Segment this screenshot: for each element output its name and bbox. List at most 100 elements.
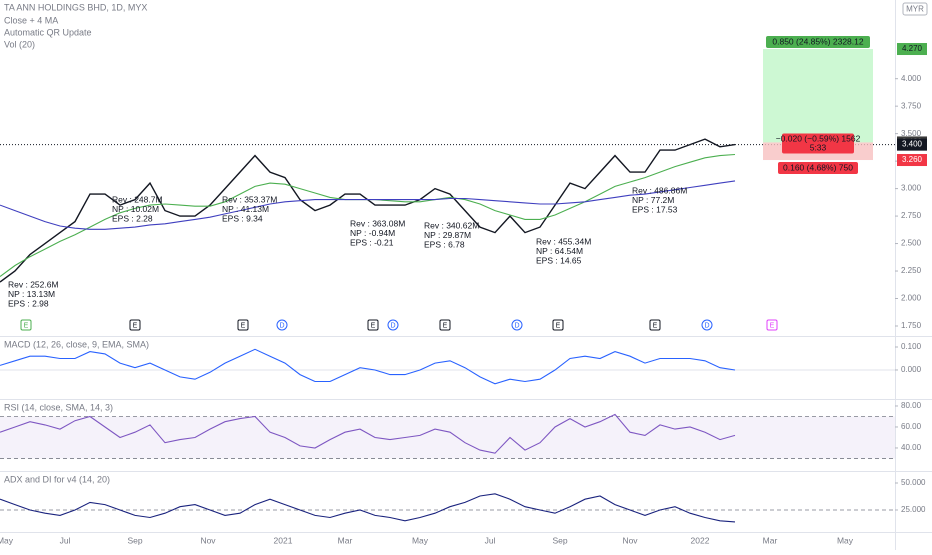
x-axis-label: Nov <box>622 535 638 545</box>
indicator-label: Vol (20) <box>4 39 35 49</box>
dividend-marker <box>701 319 713 331</box>
entry-sub: 5:33 <box>810 143 827 153</box>
last-price-tag <box>897 138 927 151</box>
x-axis-label: 2022 <box>691 535 710 545</box>
x-axis-label: Mar <box>338 535 353 545</box>
pane-title: RSI (14, close, SMA, 14, 3) <box>4 402 113 412</box>
earnings-marker <box>237 319 249 331</box>
event-label: D <box>390 322 395 329</box>
earnings-marker <box>552 319 564 331</box>
earnings-marker <box>649 319 661 331</box>
y-tick-label: 2.250 <box>901 266 922 275</box>
x-axis-label: May <box>412 535 429 545</box>
earnings-marker <box>20 319 32 331</box>
y-tick-label: 40.00 <box>901 443 922 452</box>
stop-text: 0.160 (4.68%) 750 <box>783 162 853 172</box>
y-tick-label: 0.100 <box>901 342 922 351</box>
earnings-note: EPS : 14.65 <box>536 255 582 265</box>
event-label: D <box>514 322 519 329</box>
earnings-marker <box>439 319 451 331</box>
earnings-note: NP : 41.13M <box>222 204 269 214</box>
last-price-label: 3.400 <box>902 140 923 149</box>
earnings-note: EPS : 2.98 <box>8 298 49 308</box>
pane-title: ADX and DI for v4 (14, 20) <box>4 474 110 484</box>
event-label: E <box>24 322 29 329</box>
entry-text: −0.020 (−0.59%) 1562 <box>776 134 861 144</box>
target-badge <box>766 36 870 49</box>
x-axis-label: Jul <box>485 535 496 545</box>
x-axis-label: Nov <box>200 535 216 545</box>
y-tick-label: 1.750 <box>901 321 922 330</box>
earnings-marker <box>129 319 141 331</box>
event-label: E <box>371 322 376 329</box>
earnings-note: EPS : 9.34 <box>222 213 263 223</box>
indicator-label: Automatic QR Update <box>4 27 92 37</box>
currency-badge[interactable] <box>902 2 928 16</box>
event-label: E <box>770 322 775 329</box>
y-tick-label: 50.000 <box>901 478 926 487</box>
earnings-note: EPS : -0.21 <box>350 237 394 247</box>
earnings-marker <box>367 319 379 331</box>
earnings-note: Rev : 340.62M <box>424 220 479 230</box>
earnings-note: NP : 13.13M <box>8 289 55 299</box>
y-tick-label: 3.500 <box>901 129 922 138</box>
y-tick-label: 2.000 <box>901 294 922 303</box>
earnings-note: Rev : 486.86M <box>632 185 687 195</box>
series-line <box>0 493 736 523</box>
x-axis-label: Mar <box>763 535 778 545</box>
dividend-marker <box>276 319 288 331</box>
x-axis-label: Sep <box>552 535 567 545</box>
y-tick-label: 3.000 <box>901 184 922 193</box>
event-label: D <box>704 322 709 329</box>
y-tick-label: 0.000 <box>901 365 922 374</box>
series-line <box>0 180 736 230</box>
series-line <box>0 413 736 454</box>
y-tick-label: 2.500 <box>901 239 922 248</box>
stop-price-tag <box>897 154 927 167</box>
earnings-note: Rev : 363.08M <box>350 218 405 228</box>
earnings-note: EPS : 17.53 <box>632 204 678 214</box>
earnings-note: Rev : 353.37M <box>222 194 277 204</box>
rsi-band <box>0 416 895 459</box>
y-tick-label: 80.00 <box>901 401 922 410</box>
y-tick-label: 4.000 <box>901 74 922 83</box>
stop-price-label: 3.260 <box>902 155 923 164</box>
stop-badge <box>778 162 858 175</box>
earnings-marker <box>766 319 778 331</box>
event-label: E <box>241 322 246 329</box>
series-line <box>0 348 736 385</box>
event-label: E <box>443 322 448 329</box>
indicator-label: Close + 4 MA <box>4 15 58 25</box>
currency-label[interactable]: MYR <box>906 5 924 14</box>
earnings-note: NP : 29.87M <box>424 230 471 240</box>
y-tick-label: 25.000 <box>901 505 926 514</box>
earnings-note: NP : 10.02M <box>112 204 159 214</box>
earnings-note: NP : -0.94M <box>350 228 395 238</box>
earnings-note: EPS : 6.78 <box>424 239 465 249</box>
event-label: E <box>133 322 138 329</box>
earnings-note: NP : 64.54M <box>536 246 583 256</box>
y-tick-label: 60.00 <box>901 422 922 431</box>
earnings-note: EPS : 2.28 <box>112 213 153 223</box>
target-price-tag <box>897 43 927 56</box>
dividend-marker <box>387 319 399 331</box>
x-axis-label: May <box>0 535 14 545</box>
target-zone <box>763 49 873 143</box>
entry-badge <box>782 133 854 154</box>
x-axis-label: Sep <box>127 535 142 545</box>
event-label: D <box>279 322 284 329</box>
earnings-note: Rev : 252.6M <box>8 279 59 289</box>
x-axis-label: May <box>837 535 854 545</box>
earnings-note: NP : 77.2M <box>632 195 674 205</box>
target-price-label: 4.270 <box>902 44 923 53</box>
event-label: E <box>653 322 658 329</box>
symbol-title: TA ANN HOLDINGS BHD, 1D, MYX <box>4 2 147 12</box>
target-text: 0.850 (24.85%) 2328.12 <box>772 36 863 46</box>
pane-title: MACD (12, 26, close, 9, EMA, SMA) <box>4 339 149 349</box>
event-label: E <box>556 322 561 329</box>
dividend-marker <box>511 319 523 331</box>
x-axis-label: 2021 <box>274 535 293 545</box>
earnings-note: Rev : 455.34M <box>536 236 591 246</box>
y-tick-label: 2.750 <box>901 211 922 220</box>
